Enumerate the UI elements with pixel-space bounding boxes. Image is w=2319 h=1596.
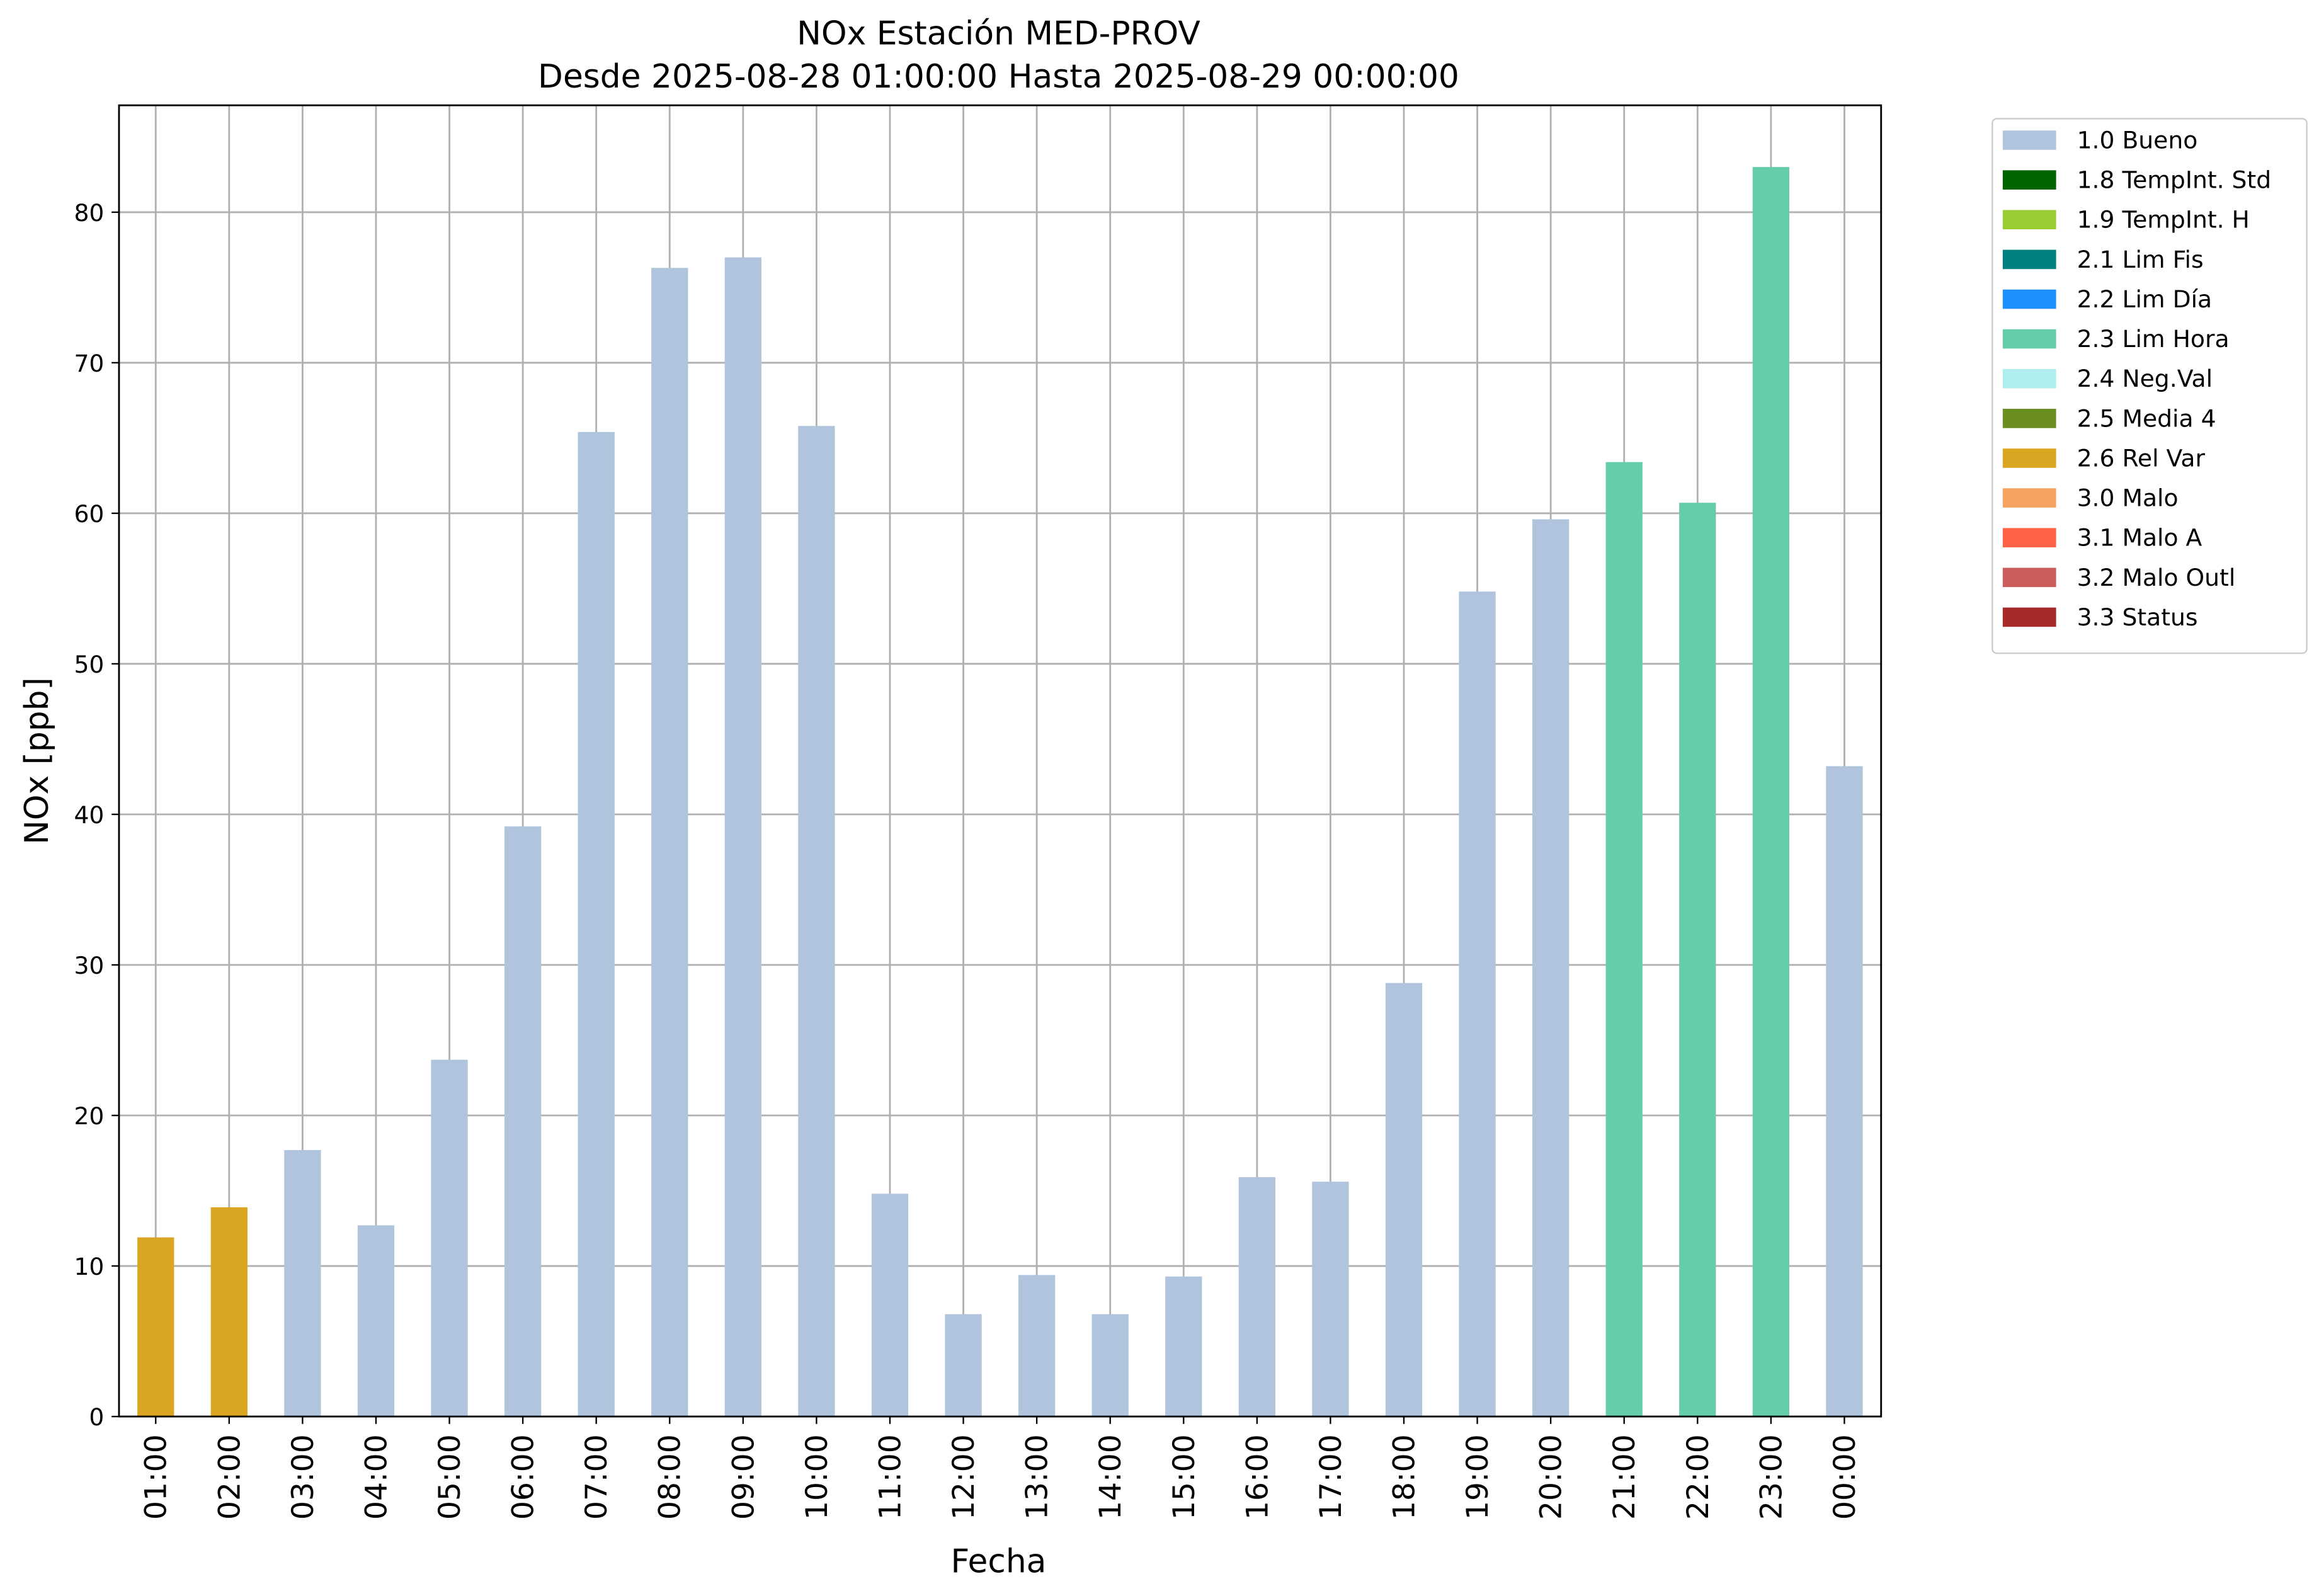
x-tick-label: 04:00 [359,1434,394,1520]
x-tick-label: 00:00 [1828,1434,1862,1520]
bar [945,1314,982,1417]
legend-swatch [2002,409,2056,428]
bar [1091,1314,1129,1417]
bar [431,1059,468,1417]
bar [1018,1275,1056,1417]
y-tick-label: 20 [74,1102,104,1130]
bar [651,268,688,1417]
legend-label: 3.3 Status [2077,603,2198,631]
bar [1605,462,1643,1417]
x-tick-label: 05:00 [433,1434,467,1520]
bar [210,1207,248,1417]
x-tick-label: 21:00 [1607,1434,1642,1520]
bar [1312,1182,1349,1417]
x-tick-label: 07:00 [579,1434,614,1520]
x-tick-label: 15:00 [1167,1434,1202,1520]
legend-swatch [2002,607,2056,627]
x-tick-label: 17:00 [1314,1434,1348,1520]
legend-label: 1.9 TempInt. H [2077,206,2250,234]
legend-swatch [2002,488,2056,508]
x-tick-label: 11:00 [873,1434,908,1520]
legend-label: 3.0 Malo [2077,484,2179,512]
x-tick-label: 06:00 [506,1434,541,1520]
legend-swatch [2002,289,2056,309]
chart-subtitle: Desde 2025-08-28 01:00:00 Hasta 2025-08-… [538,58,1459,96]
bar [578,431,615,1417]
bar [798,426,835,1417]
y-tick-label: 50 [74,651,104,678]
x-tick-label: 22:00 [1681,1434,1716,1520]
x-tick-label: 18:00 [1387,1434,1422,1520]
y-tick-label: 10 [74,1253,104,1280]
legend-swatch [2002,130,2056,150]
bar [1165,1276,1202,1417]
x-tick-label: 20:00 [1534,1434,1569,1520]
bar [1679,503,1716,1417]
bar [871,1194,909,1417]
bar [1459,591,1496,1417]
legend-box [1991,118,2308,654]
y-tick-label: 0 [89,1403,104,1431]
legend-swatch [2002,249,2056,270]
chart-title: NOx Estación MED-PROV [797,15,1200,53]
legend-label: 3.2 Malo Outl [2077,564,2236,591]
bar [1385,983,1423,1417]
legend-swatch [2002,329,2056,349]
plot-frame [118,104,1883,1418]
x-tick-label: 02:00 [212,1434,247,1520]
x-tick-label: 14:00 [1093,1434,1128,1520]
x-tick-label: 16:00 [1240,1434,1275,1520]
x-tick-label: 03:00 [286,1434,321,1520]
legend-label: 3.1 Malo A [2077,524,2202,552]
bar [1238,1177,1275,1417]
bar [137,1237,174,1417]
legend-swatch [2002,448,2056,468]
bar [724,257,761,1417]
y-tick-label: 40 [74,801,104,829]
bar [1826,766,1863,1417]
legend-label: 1.8 TempInt. Std [2077,166,2272,194]
y-tick-label: 60 [74,500,104,528]
y-tick-label: 80 [74,199,104,227]
x-tick-label: 08:00 [653,1434,688,1520]
legend-label: 2.4 Neg.Val [2077,365,2213,392]
legend-label: 2.1 Lim Fis [2077,246,2204,273]
bar [284,1149,321,1417]
x-tick-label: 13:00 [1020,1434,1055,1520]
legend-swatch [2002,528,2056,548]
legend-label: 1.0 Bueno [2077,127,2198,154]
x-tick-label: 19:00 [1461,1434,1495,1520]
legend-label: 2.6 Rel Var [2077,444,2206,472]
legend-label: 2.3 Lim Hora [2077,325,2230,353]
y-tick-label: 30 [74,952,104,979]
x-tick-label: 23:00 [1754,1434,1789,1520]
y-tick-label: 70 [74,350,104,377]
bar [1532,519,1570,1417]
legend-label: 2.5 Media 4 [2077,404,2216,432]
legend-label: 2.2 Lim Día [2077,285,2213,313]
y-axis-label: NOx [ppb] [18,677,56,845]
x-tick-label: 12:00 [947,1434,981,1520]
legend-swatch [2002,368,2056,389]
bar [1752,167,1789,1417]
x-tick-label: 01:00 [139,1434,174,1520]
legend-swatch [2002,210,2056,230]
x-axis-label: Fecha [951,1542,1047,1580]
x-tick-label: 09:00 [726,1434,761,1520]
x-tick-label: 10:00 [800,1434,835,1520]
legend-swatch [2002,567,2056,588]
legend-swatch [2002,170,2056,190]
bar [357,1225,395,1417]
bar [504,826,542,1417]
